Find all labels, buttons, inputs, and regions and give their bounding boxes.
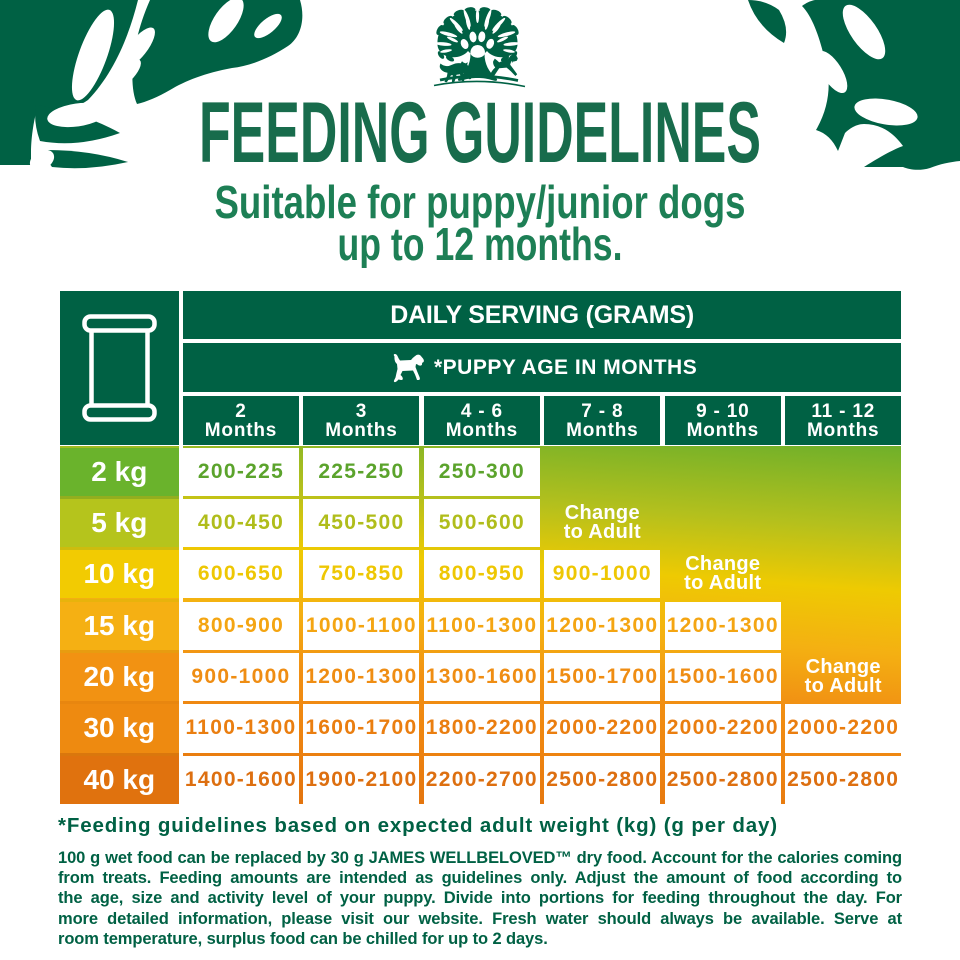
svg-text:FEEDING GUIDELINES: FEEDING GUIDELINES (199, 92, 761, 168)
svg-text:Suitable for puppy/junior dogs: Suitable for puppy/junior dogs (215, 176, 746, 228)
svg-text:TM: TM (506, 59, 514, 65)
svg-text:up to 12 months.: up to 12 months. (338, 218, 623, 268)
